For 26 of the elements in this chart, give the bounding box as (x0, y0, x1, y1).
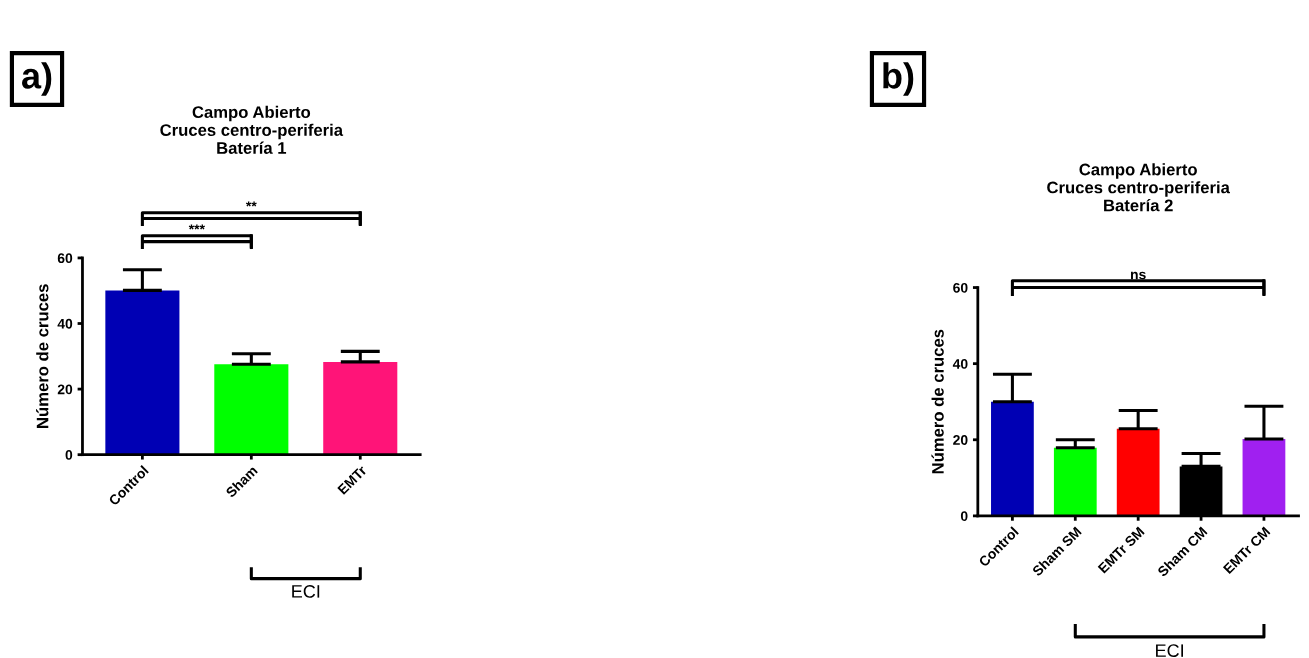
text: b) (883, 62, 914, 96)
text: *** (188, 224, 205, 230)
y-tick-label: 60 (57, 253, 73, 264)
bar (1116, 428, 1160, 516)
y-tick-label: 40 (952, 358, 968, 369)
chart-title: Campo Abierto Cruces centro-periferia Batería 2 (1047, 163, 1230, 212)
y-tick-label: 0 (65, 450, 73, 460)
chart-title: Campo Abierto Cruces centro-periferia Batería 1 (160, 105, 344, 154)
bar (214, 364, 289, 455)
y-tick-label: 60 (953, 282, 968, 293)
bar (1053, 447, 1097, 516)
y-axis-title: Número de cruces (36, 284, 49, 428)
y-tick-label: 20 (953, 435, 968, 445)
text: ECI (1156, 644, 1183, 657)
bar (105, 290, 180, 455)
y-axis-title: Número de cruces (931, 329, 944, 474)
text: a) (22, 62, 52, 96)
text: ECI (292, 585, 320, 598)
y-tick-label: 40 (57, 318, 73, 329)
bar (991, 401, 1034, 516)
bar (323, 361, 398, 455)
text: ** (245, 201, 257, 207)
text: ns (1130, 271, 1146, 280)
y-tick-label: 0 (960, 511, 968, 522)
bar (1242, 439, 1286, 516)
y-tick-label: 20 (57, 384, 73, 395)
